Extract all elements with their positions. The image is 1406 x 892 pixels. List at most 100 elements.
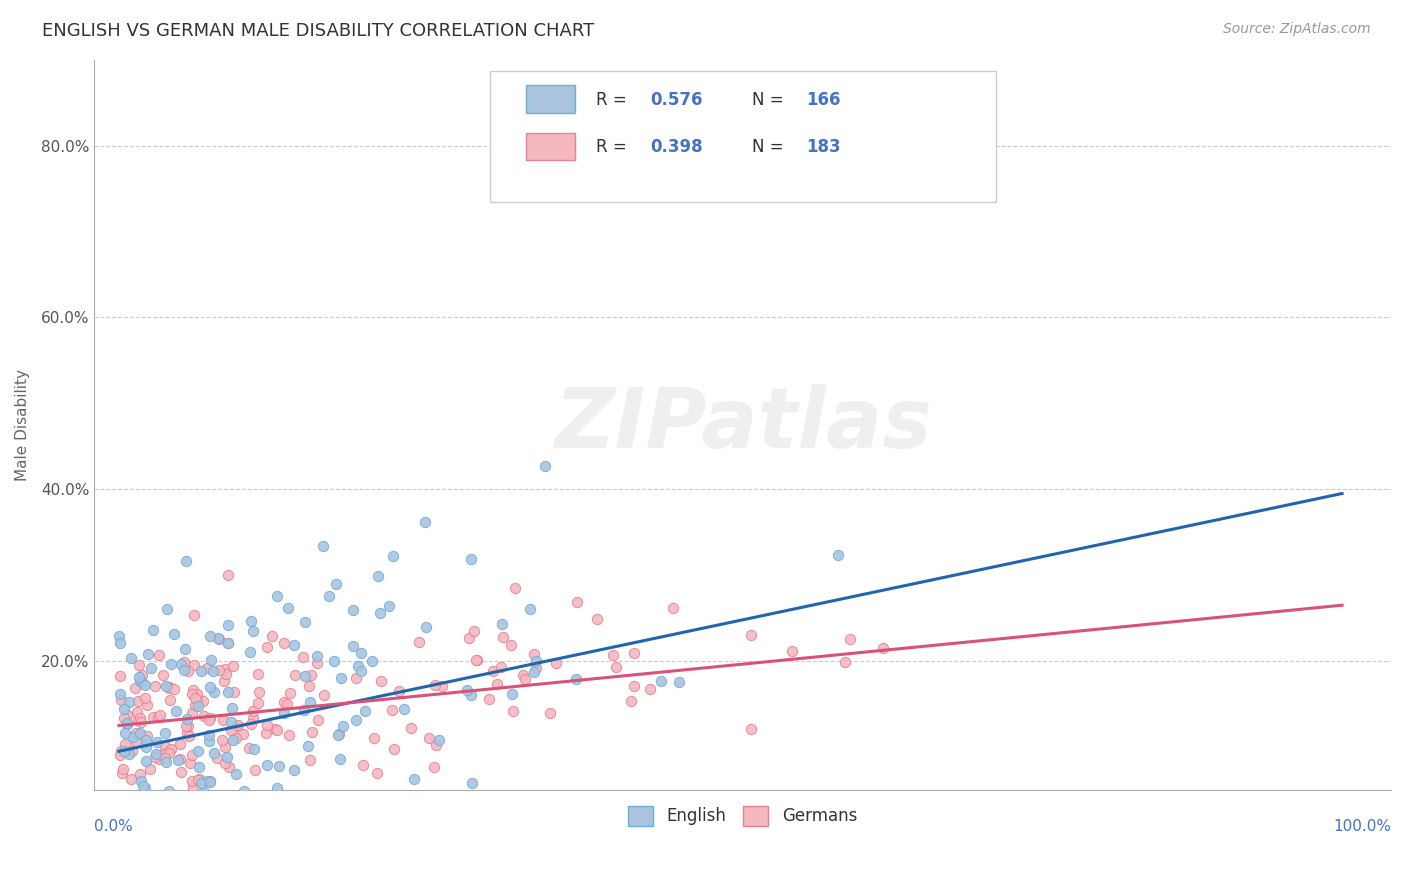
Point xyxy=(278,686,301,700)
Point xyxy=(142,623,165,637)
Point xyxy=(512,668,534,682)
Point xyxy=(605,660,627,674)
Point xyxy=(184,698,207,713)
Point xyxy=(198,680,221,694)
Point xyxy=(463,624,485,638)
Point xyxy=(222,659,245,673)
Point xyxy=(363,731,385,746)
Point xyxy=(129,766,152,780)
Point xyxy=(129,773,152,788)
Point xyxy=(183,683,205,698)
Text: ENGLISH VS GERMAN MALE DISABILITY CORRELATION CHART: ENGLISH VS GERMAN MALE DISABILITY CORREL… xyxy=(42,22,595,40)
Text: N =: N = xyxy=(752,138,789,156)
Point xyxy=(146,709,169,723)
Point xyxy=(110,692,132,706)
Point xyxy=(217,685,239,699)
Legend: English, Germans: English, Germans xyxy=(621,799,863,833)
Point xyxy=(128,791,150,805)
Point xyxy=(350,664,373,678)
Point xyxy=(585,612,607,626)
Point xyxy=(404,772,426,786)
Point xyxy=(209,791,232,805)
Point xyxy=(111,791,134,805)
Point xyxy=(120,772,142,786)
Point xyxy=(564,673,586,687)
Point xyxy=(114,737,136,751)
Point xyxy=(200,653,222,667)
Point xyxy=(326,728,349,742)
Point xyxy=(170,657,193,671)
Point xyxy=(134,690,156,705)
Point xyxy=(214,740,236,755)
Point xyxy=(834,655,856,669)
Point xyxy=(190,776,212,790)
Point xyxy=(322,654,344,668)
Point xyxy=(242,711,264,725)
Point xyxy=(217,749,239,764)
Point xyxy=(127,791,149,805)
Point xyxy=(599,791,621,805)
Point xyxy=(115,716,138,731)
FancyBboxPatch shape xyxy=(489,70,995,202)
Point xyxy=(173,663,195,677)
Point xyxy=(197,791,219,805)
Point xyxy=(112,762,135,776)
Point xyxy=(155,679,177,693)
Point xyxy=(193,791,215,805)
Point xyxy=(136,698,159,712)
Point xyxy=(128,726,150,740)
Text: Source: ZipAtlas.com: Source: ZipAtlas.com xyxy=(1223,22,1371,37)
Point xyxy=(342,639,364,653)
Point xyxy=(211,713,233,727)
Point xyxy=(299,667,322,681)
Point xyxy=(127,694,149,708)
Point xyxy=(425,738,447,752)
Point xyxy=(180,747,202,762)
Point xyxy=(347,658,370,673)
Point xyxy=(221,700,243,714)
Point xyxy=(181,780,204,794)
Point xyxy=(108,669,131,683)
Point xyxy=(231,791,253,805)
Point xyxy=(157,680,180,694)
Point xyxy=(318,590,340,604)
Point xyxy=(186,692,208,706)
Point xyxy=(239,614,262,628)
Point xyxy=(153,751,176,765)
Point xyxy=(501,638,523,652)
Point xyxy=(120,650,142,665)
Text: ZIPatlas: ZIPatlas xyxy=(554,384,932,466)
Point xyxy=(782,643,804,657)
Point xyxy=(111,766,134,780)
Point xyxy=(367,569,389,583)
Point xyxy=(623,679,645,693)
Point xyxy=(176,712,198,726)
Point xyxy=(156,602,179,616)
Point xyxy=(208,632,231,646)
Point xyxy=(179,756,201,770)
Text: R =: R = xyxy=(596,138,633,156)
Point xyxy=(224,685,246,699)
Point xyxy=(112,744,135,758)
Point xyxy=(638,681,661,696)
Point xyxy=(180,706,202,720)
Point xyxy=(128,658,150,673)
Point xyxy=(118,791,141,805)
Point xyxy=(827,548,849,562)
Point xyxy=(172,791,194,805)
Point xyxy=(381,549,404,563)
Point xyxy=(456,683,478,698)
Point xyxy=(148,648,170,663)
Point xyxy=(491,617,513,632)
Point xyxy=(245,791,267,805)
Point xyxy=(375,791,398,805)
Point xyxy=(232,727,254,741)
Point xyxy=(195,791,218,805)
Point xyxy=(176,791,198,805)
Point xyxy=(668,675,690,690)
Point xyxy=(243,764,266,778)
Point xyxy=(266,780,288,795)
Text: 0.398: 0.398 xyxy=(651,138,703,156)
Point xyxy=(208,663,231,677)
Point xyxy=(111,791,134,805)
